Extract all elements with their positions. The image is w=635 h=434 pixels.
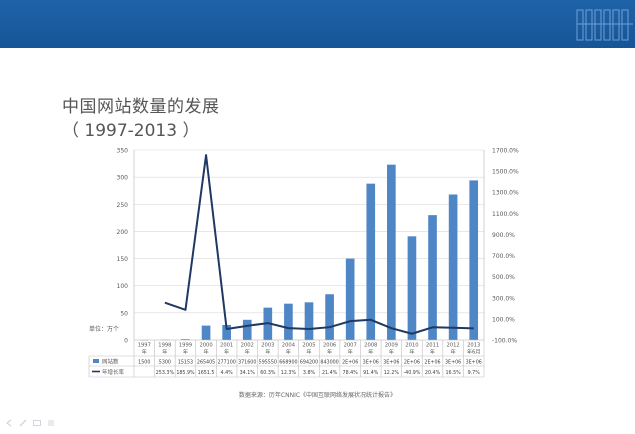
x-tick-label: 2009 年 — [385, 343, 398, 356]
x-tick-label: 2003 年 — [261, 343, 274, 356]
bar — [448, 194, 458, 340]
banner-decoration-icon — [576, 9, 633, 41]
table-cell: 3.8% — [303, 370, 316, 376]
table-cell: 185.9% — [176, 370, 195, 376]
slides-icon[interactable] — [32, 418, 42, 428]
y-tick-label: 200 — [117, 229, 129, 236]
data-source-note: 数据来源：历年CNNIC《中国互联网络发展状况统计报告》 — [238, 392, 397, 399]
y2-tick-label: 500.0% — [492, 274, 515, 281]
bar — [345, 258, 355, 340]
table-cell: 253.3% — [156, 370, 175, 376]
y2-tick-label: -100.0% — [492, 338, 517, 345]
bar — [366, 183, 376, 340]
bar — [304, 302, 314, 340]
x-tick-label: 2010 年 — [405, 343, 418, 356]
y-tick-label: 50 — [120, 310, 128, 317]
x-tick-label: 2011 年 — [426, 343, 439, 356]
table-cell: 34.1% — [240, 370, 256, 376]
table-cell: 5300 — [159, 360, 171, 366]
slide-subtitle: （ 1997-2013 ） — [62, 121, 200, 141]
x-tick-label: 1997 年 — [138, 343, 151, 356]
table-cell: 277100 — [217, 360, 235, 366]
table-cell: 78.4% — [343, 370, 359, 376]
table-cell: 12.3% — [281, 370, 297, 376]
growth-rate-line — [164, 154, 474, 335]
table-cell: 2E+06 — [404, 360, 420, 366]
table-cell: 91.4% — [363, 370, 379, 376]
x-tick-label: 2008 年 — [364, 343, 377, 356]
bar — [284, 303, 293, 340]
y2-tick-label: 1100.0% — [492, 211, 519, 218]
table-cell: 4.4% — [221, 370, 234, 376]
slide-toolbar — [4, 418, 84, 430]
table-cell: 265405 — [197, 360, 215, 366]
table-cell: 60.3% — [260, 370, 276, 376]
table-cell: 3E+06 — [445, 360, 461, 366]
table-cell: 2E+06 — [342, 360, 358, 366]
bar — [325, 294, 334, 340]
y2-tick-label: 1700.0% — [492, 148, 519, 155]
table-cell: -40.9% — [403, 370, 420, 376]
table-cell: 371600 — [238, 360, 256, 366]
bar — [222, 324, 231, 340]
bar — [201, 325, 211, 340]
y2-tick-label: 1500.0% — [492, 169, 519, 176]
table-cell: 694200 — [300, 360, 318, 366]
y-tick-label: 100 — [117, 283, 129, 290]
table-cell: 12.2% — [384, 370, 400, 376]
legend-swatch-bar — [93, 359, 99, 363]
y2-tick-label: 700.0% — [492, 253, 515, 260]
x-tick-label: 2001 年 — [220, 343, 233, 356]
prev-arrow-icon[interactable] — [4, 418, 14, 428]
x-tick-label: 2002 年 — [241, 343, 254, 356]
table-cell: 9.7% — [468, 370, 481, 376]
table-cell: 3E+06 — [466, 360, 482, 366]
table-cell: 595550 — [259, 360, 277, 366]
bar — [387, 164, 396, 340]
bar — [469, 180, 479, 340]
bar — [242, 319, 252, 340]
pen-icon[interactable] — [18, 418, 28, 428]
table-cell: 2E+06 — [424, 360, 440, 366]
table-cell: 16.5% — [445, 370, 461, 376]
table-cell: 843000 — [320, 360, 338, 366]
y2-tick-label: 900.0% — [492, 232, 515, 239]
x-tick-label: 2005 年 — [302, 343, 315, 356]
bar — [428, 215, 437, 340]
table-cell: 1500 — [138, 360, 150, 366]
top-banner — [0, 0, 635, 48]
legend-label: 网站数 — [102, 358, 119, 366]
table-cell: 21.4% — [322, 370, 338, 376]
x-tick-label: 2006 年 — [323, 343, 336, 356]
y-axis-title: 单位：万个 — [89, 325, 119, 333]
table-cell: 3E+06 — [363, 360, 379, 366]
x-tick-label: 2012 年 — [447, 343, 460, 356]
table-cell: 1651.5 — [198, 370, 215, 376]
x-tick-label: 1999 年 — [179, 343, 192, 356]
table-cell: 20.4% — [425, 370, 441, 376]
y2-tick-label: 100.0% — [492, 316, 515, 323]
y2-tick-label: 300.0% — [492, 295, 515, 302]
x-tick-label: 2013 年6月 — [467, 343, 481, 356]
y-tick-label: 150 — [117, 256, 129, 263]
more-icon[interactable] — [46, 418, 56, 428]
y-tick-label: 250 — [117, 202, 129, 209]
bar — [407, 236, 417, 340]
table-cell: 15153 — [178, 360, 193, 366]
bar — [181, 339, 190, 340]
table-cell: 3E+06 — [383, 360, 399, 366]
legend-label: 年增长率 — [102, 368, 125, 376]
y-tick-label: 300 — [117, 175, 129, 182]
x-tick-label: 2007 年 — [344, 343, 357, 356]
y-tick-label: 350 — [117, 148, 129, 155]
x-tick-label: 1998 年 — [158, 343, 171, 356]
slide-title: 中国网站数量的发展 — [62, 97, 220, 117]
y2-tick-label: 1300.0% — [492, 190, 519, 197]
x-tick-label: 2000 年 — [199, 343, 212, 356]
x-tick-label: 2004 年 — [282, 343, 296, 356]
y-tick-label: 0 — [124, 338, 128, 345]
table-cell: 668900 — [279, 360, 297, 366]
